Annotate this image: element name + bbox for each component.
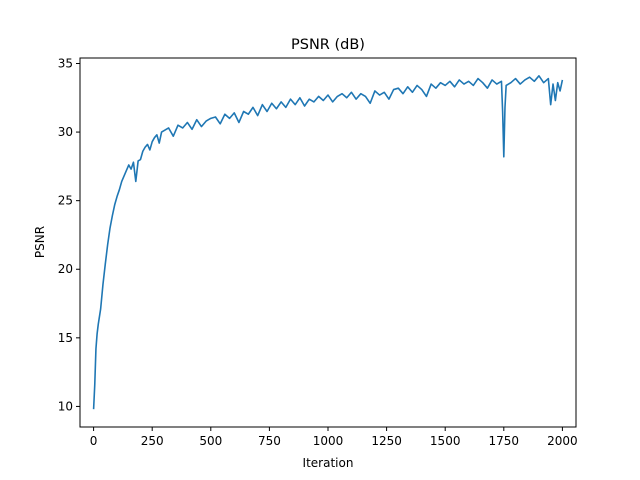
- x-tick-label: 1750: [489, 434, 520, 448]
- x-tick-label: 1000: [313, 434, 344, 448]
- y-axis-label: PSNR: [33, 226, 47, 258]
- x-tick-label: 250: [141, 434, 164, 448]
- y-tick-label: 25: [58, 194, 73, 208]
- x-axis-label: Iteration: [303, 456, 354, 470]
- x-tick-label: 750: [258, 434, 281, 448]
- chart-title: PSNR (dB): [291, 37, 365, 53]
- series-line-psnr: [92, 75, 564, 410]
- x-tick-label: 1250: [371, 434, 402, 448]
- x-tick-label: 0: [90, 434, 98, 448]
- axes-frame: [79, 57, 577, 428]
- plot-area: [92, 75, 564, 410]
- y-tick-label: 10: [58, 399, 73, 413]
- y-tick-label: 20: [58, 262, 73, 276]
- x-tick-label: 500: [199, 434, 222, 448]
- x-tick-label: 1500: [430, 434, 461, 448]
- y-tick-label: 15: [58, 331, 73, 345]
- axis-ticks: 0 250 500 750 1000 1250 1500 1750 2000 10 15 20 25 30…: [58, 56, 578, 448]
- y-tick-label: 35: [58, 56, 73, 70]
- x-tick-label: 2000: [547, 434, 578, 448]
- y-tick-label: 30: [58, 125, 73, 139]
